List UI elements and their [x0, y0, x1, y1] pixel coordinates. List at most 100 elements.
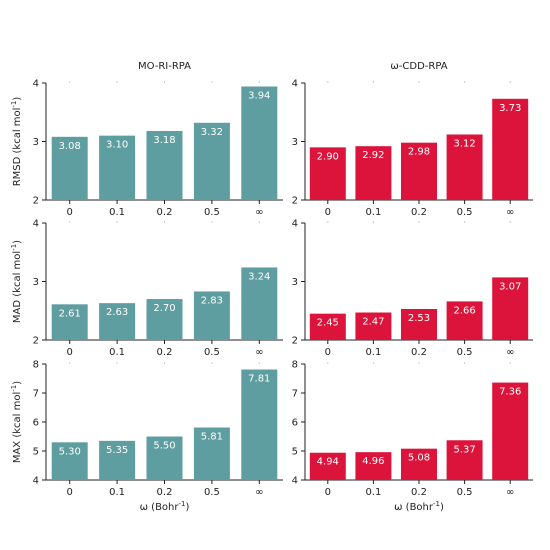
panel-2-x-tick-label: ∞ — [506, 207, 514, 218]
panel-5-bar — [99, 440, 136, 480]
panel-3-value-label: 3.24 — [248, 271, 270, 282]
panel-2-y-tick-label: 3 — [292, 137, 298, 148]
panel-6-bar — [401, 448, 437, 480]
panel-5-y-tick-label: 7 — [33, 389, 39, 400]
panel-5-x-tick-label: 0.2 — [157, 487, 173, 498]
panel-5-x-tick-label: ∞ — [255, 487, 263, 498]
panel-5-y-label: MAX (kcal mol-1) — [10, 381, 23, 463]
panel-4-bar — [446, 301, 483, 340]
panel-5-value-label: 5.35 — [106, 445, 128, 456]
panel-3-y-tick-label: 2 — [33, 336, 39, 347]
panel-6-minor-dot — [509, 362, 511, 364]
panel-1-x-tick-label: 0 — [67, 207, 73, 218]
panel-4-minor-dot — [327, 221, 329, 223]
panel-4-bar — [355, 312, 392, 340]
panel-5-minor-dot — [116, 362, 118, 364]
panel-2-y-tick-label: 2 — [292, 196, 298, 207]
panel-2-value-label: 2.90 — [317, 151, 339, 162]
panel-3-value-label: 2.70 — [153, 303, 175, 314]
panel-5-value-label: 5.81 — [201, 432, 223, 443]
panel-2-value-label: 3.73 — [499, 103, 521, 114]
panel-6-y-tick-label: 4 — [292, 476, 298, 487]
panel-5-value-label: 5.50 — [153, 441, 175, 452]
panel-5-value-label: 7.81 — [248, 374, 270, 385]
panel-3-x-tick-label: 0.2 — [157, 347, 173, 358]
panel-3-y-tick-label: 4 — [33, 219, 39, 230]
panel-5-y-tick-label: 4 — [33, 476, 39, 487]
panel-5-value-label: 5.30 — [59, 446, 81, 457]
panel-6-bar — [309, 452, 346, 480]
panel-5-bar — [193, 427, 230, 480]
panel-4-bar — [309, 313, 346, 340]
panel-6-value-label: 5.37 — [453, 444, 475, 455]
panel-2-bar — [401, 142, 437, 200]
panel-4-value-label: 2.47 — [362, 317, 384, 328]
panel-1-x-tick-label: 0.2 — [157, 207, 173, 218]
panel-1-value-label: 3.08 — [59, 141, 81, 152]
panel-6-y-tick-label: 7 — [292, 389, 298, 400]
panel-6-x-tick-label: 0.1 — [365, 487, 381, 498]
panel-6-x-tick-label: 0.2 — [411, 487, 427, 498]
panel-5-bar — [51, 442, 88, 480]
panel-6-bar — [355, 452, 392, 480]
panel-3-bar — [146, 299, 183, 340]
panel-4-value-label: 3.07 — [499, 281, 521, 292]
panel-6-bar — [492, 382, 529, 480]
panel-5-y-tick-label: 8 — [33, 360, 39, 371]
panel-6-minor-dot — [418, 362, 420, 364]
panel-2-minor-dot — [327, 81, 329, 83]
panel-6-bar — [446, 440, 483, 480]
panel-6-x-label: ω (Bohr-1) — [394, 500, 444, 513]
panel-1-value-label: 3.94 — [248, 91, 270, 102]
panel-3-bar — [241, 267, 278, 340]
panel-3-minor-dot — [258, 221, 260, 223]
panel-5-bar — [241, 369, 278, 480]
panel-2-minor-dot — [509, 81, 511, 83]
panel-2-x-tick-label: 0.5 — [457, 207, 473, 218]
panel-3-y-label: MAD (kcal mol-1) — [10, 240, 23, 323]
panel-3-bar — [193, 291, 230, 340]
panel-4-minor-dot — [464, 221, 466, 223]
panel-2-value-label: 3.12 — [453, 138, 475, 149]
panel-1-x-tick-label: 0.5 — [204, 207, 220, 218]
panel-4-x-tick-label: 0.1 — [365, 347, 381, 358]
panel-2-x-tick-label: 0.2 — [411, 207, 427, 218]
panel-6-x-tick-label: 0.5 — [457, 487, 473, 498]
panel-4-x-tick-label: ∞ — [506, 347, 514, 358]
panel-1-value-label: 3.18 — [153, 135, 175, 146]
panel-4-value-label: 2.53 — [408, 313, 430, 324]
panel-2-value-label: 2.92 — [362, 150, 384, 161]
panel-2-minor-dot — [372, 81, 374, 83]
panel-6-y-tick-label: 8 — [292, 360, 298, 371]
panel-2-minor-dot — [418, 81, 420, 83]
panel-1-minor-dot — [69, 81, 71, 83]
panel-1-minor-dot — [116, 81, 118, 83]
panel-2-bar — [446, 134, 483, 200]
panel-1-y-label: RMSD (kcal mol-1) — [10, 97, 23, 187]
panel-4-minor-dot — [372, 221, 374, 223]
panel-5-y-tick-label: 6 — [33, 418, 39, 429]
panel-6-value-label: 5.08 — [408, 453, 430, 464]
panel-2-x-tick-label: 0.1 — [365, 207, 381, 218]
panel-4-value-label: 2.66 — [453, 305, 475, 316]
panel-4-bar — [401, 308, 437, 340]
panel-2-title: ω-CDD-RPA — [390, 61, 447, 72]
panel-1-y-tick-label: 3 — [33, 137, 39, 148]
panel-3-minor-dot — [163, 221, 166, 223]
panel-1-bar — [241, 86, 278, 200]
panel-1-title: MO-RI-RPA — [138, 61, 191, 72]
panel-4-y-tick-label: 4 — [292, 219, 298, 230]
panel-3-minor-dot — [211, 221, 213, 223]
panel-6-minor-dot — [372, 362, 374, 364]
panel-3-x-tick-label: 0.1 — [109, 347, 125, 358]
panel-2-minor-dot — [464, 81, 466, 83]
panel-5-x-tick-label: 0 — [67, 487, 73, 498]
panel-6-value-label: 4.96 — [362, 456, 384, 467]
panel-2-bar — [309, 147, 346, 200]
panel-4-minor-dot — [509, 221, 511, 223]
panel-3-value-label: 2.61 — [59, 308, 81, 319]
panel-5-minor-dot — [163, 362, 166, 364]
panel-6-value-label: 7.36 — [499, 387, 521, 398]
panel-1-x-tick-label: ∞ — [255, 207, 263, 218]
